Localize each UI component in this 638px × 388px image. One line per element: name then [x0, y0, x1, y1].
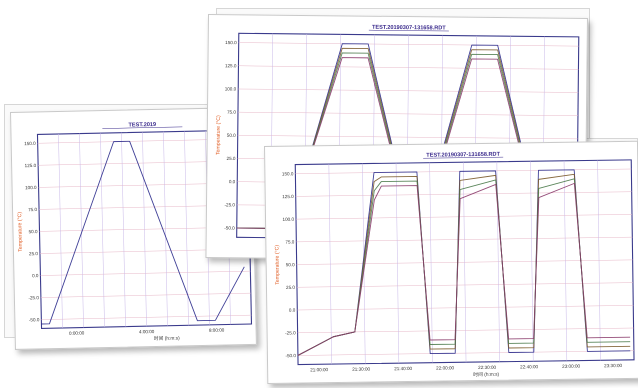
gridline-x	[530, 161, 534, 362]
gridline-x	[163, 131, 168, 326]
gridline-x	[328, 164, 332, 365]
y-tick-label: 0.0	[289, 308, 296, 313]
x-tick-label: 23:00:00	[562, 364, 580, 369]
y-tick-label: 50.0	[227, 133, 236, 138]
y-tick-label: -25.0	[224, 202, 235, 207]
title-underline	[368, 29, 449, 32]
x-tick-label: 21:00:00	[310, 367, 328, 372]
gridline-x	[58, 133, 63, 328]
title-underline	[423, 156, 504, 159]
y-tick-label: 125.0	[282, 194, 294, 199]
y-tick-label: -50.0	[29, 317, 40, 322]
y-tick-label: 150.0	[24, 141, 36, 146]
x-tick-label: 23:30:00	[604, 363, 622, 368]
gridline-x	[100, 133, 105, 328]
chart-title: TEST.20190307-131658.RDT	[426, 152, 500, 159]
gridline-x	[395, 163, 400, 364]
y-tick-label: 100.0	[225, 86, 237, 91]
gridline-x	[121, 132, 126, 327]
y-tick-label: 50.0	[29, 229, 38, 234]
chart-svg: TEST.20190307-131658.RDT 150.0 125.0 100.0 7…	[274, 152, 635, 378]
y-axis-label: Temperature (°C)	[17, 212, 24, 252]
y-tick-label: 0.0	[229, 179, 236, 184]
y-axis-label: Temperature (°C)	[216, 115, 222, 155]
y-tick-label: 150.0	[225, 40, 237, 45]
y-tick-label: -50.0	[285, 353, 296, 358]
y-tick-label: 50.0	[286, 262, 295, 267]
y-tick-label: 125.0	[225, 63, 237, 68]
y-tick-label: -25.0	[285, 330, 296, 335]
x-tick-label: 0:00:00	[69, 330, 85, 335]
y-tick-label: 75.0	[227, 110, 236, 115]
y-tick-label: 25.0	[227, 156, 236, 161]
x-tick-label: 4:00:00	[139, 329, 155, 334]
gridline-x	[142, 132, 147, 327]
x-tick-label: 21:40:00	[394, 366, 412, 371]
y-tick-label: 125.0	[25, 163, 37, 168]
x-axis-label: 时间 (h:m:s)	[154, 334, 180, 342]
y-tick-label: 25.0	[29, 251, 38, 256]
chart-sheet-right: TEST.20190307-131658.RDT 150.0 125.0 100.0 7…	[264, 140, 638, 384]
gridline-x	[79, 133, 84, 328]
x-tick-label: 22:40:00	[520, 364, 538, 369]
y-tick-label: 100.0	[282, 217, 294, 222]
y-tick-label: 0.0	[32, 273, 39, 278]
gridline-x	[184, 131, 189, 326]
y-tick-label: 75.0	[285, 239, 294, 244]
y-tick-label: 100.0	[25, 185, 37, 190]
x-tick-label: 21:30:00	[352, 367, 370, 372]
y-tick-label: -50.0	[224, 226, 235, 231]
y-tick-label: 25.0	[286, 285, 295, 290]
x-axis-label: 时间 (h:m:s)	[473, 371, 499, 378]
gridline-x	[429, 162, 433, 363]
y-axis-label: Temperature (°C)	[274, 245, 281, 285]
gridline-x	[462, 162, 467, 363]
title-underline	[102, 126, 183, 129]
chart-title: TEST.20190307-131658.RDT	[372, 25, 446, 32]
chart-title: TEST.2019	[128, 122, 156, 129]
series-line	[41, 140, 245, 325]
series-line	[297, 182, 631, 356]
y-tick-label: 150.0	[282, 171, 294, 176]
gridline-x	[563, 160, 568, 361]
gridline-x	[597, 160, 601, 361]
y-tick-label: 75.0	[28, 207, 37, 212]
x-tick-label: 22:30:00	[478, 365, 496, 370]
x-tick-label: 8:00:00	[209, 328, 225, 333]
y-tick-label: -25.0	[28, 295, 39, 300]
x-tick-label: 22:00:00	[436, 365, 454, 370]
